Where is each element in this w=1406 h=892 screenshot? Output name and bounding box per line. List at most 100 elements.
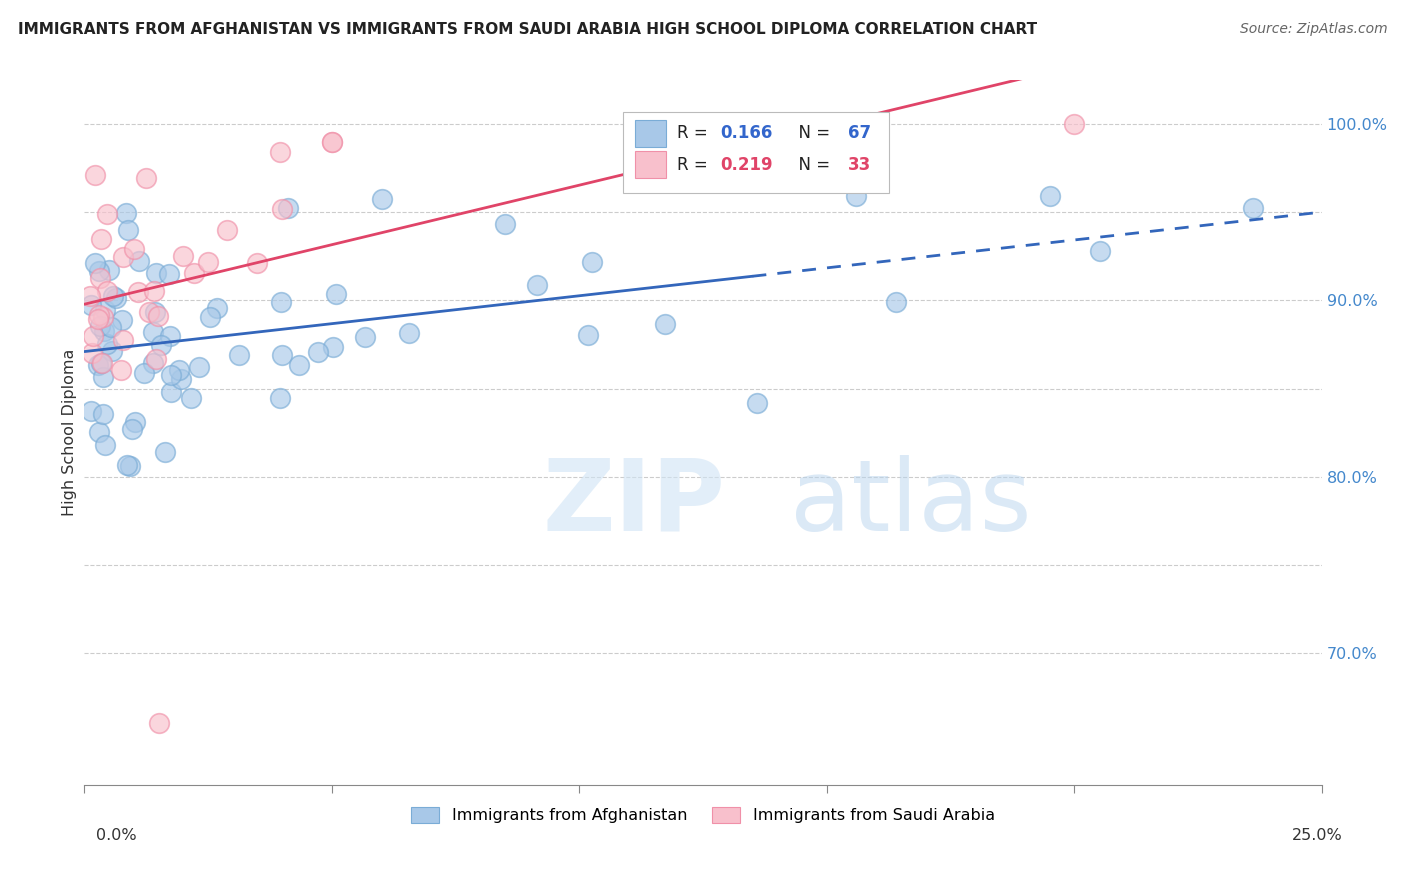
Point	[167, 363, 190, 377]
Point	[215, 223, 238, 237]
Point	[121, 422, 143, 436]
Point	[153, 445, 176, 459]
Point	[271, 347, 294, 361]
Point	[89, 318, 111, 333]
Point	[91, 370, 114, 384]
Point	[97, 263, 120, 277]
Point	[83, 256, 105, 270]
Point	[1039, 189, 1062, 203]
Point	[135, 171, 157, 186]
Point	[322, 340, 344, 354]
Point	[79, 289, 101, 303]
Point	[145, 266, 167, 280]
Point	[91, 310, 114, 324]
Point	[128, 254, 150, 268]
Point	[111, 313, 134, 327]
Point	[172, 249, 194, 263]
Point	[101, 288, 124, 302]
Point	[494, 217, 516, 231]
Point	[96, 206, 118, 220]
Point	[183, 266, 205, 280]
Point	[321, 135, 343, 149]
Text: 0.0%: 0.0%	[96, 828, 136, 843]
Point	[159, 368, 181, 382]
FancyBboxPatch shape	[636, 152, 666, 178]
Point	[80, 298, 103, 312]
Point	[112, 334, 135, 348]
Point	[307, 345, 329, 359]
Point	[654, 317, 676, 331]
Point	[159, 328, 181, 343]
Point	[745, 395, 768, 409]
Point	[96, 337, 118, 351]
Point	[269, 391, 291, 405]
Point	[115, 458, 138, 473]
Point	[110, 362, 132, 376]
Point	[1088, 244, 1111, 259]
Point	[90, 356, 112, 370]
Text: R =: R =	[678, 156, 713, 174]
Point	[270, 295, 292, 310]
Point	[354, 329, 377, 343]
Legend: Immigrants from Afghanistan, Immigrants from Saudi Arabia: Immigrants from Afghanistan, Immigrants …	[405, 801, 1001, 830]
Point	[132, 366, 155, 380]
Point	[228, 348, 250, 362]
FancyBboxPatch shape	[636, 120, 666, 146]
Point	[146, 309, 169, 323]
Point	[80, 346, 103, 360]
Point	[96, 285, 118, 299]
Text: 67: 67	[848, 124, 870, 142]
Point	[271, 202, 294, 217]
Text: atlas: atlas	[790, 455, 1031, 551]
Y-axis label: High School Diploma: High School Diploma	[62, 349, 77, 516]
Point	[150, 338, 173, 352]
Point	[1241, 201, 1264, 215]
Point	[142, 325, 165, 339]
Text: 0.219: 0.219	[720, 156, 773, 174]
Point	[89, 270, 111, 285]
Point	[127, 285, 149, 299]
Point	[93, 324, 115, 338]
Point	[269, 145, 291, 160]
Point	[145, 351, 167, 366]
Point	[142, 356, 165, 370]
Point	[122, 242, 145, 256]
Point	[180, 391, 202, 405]
Text: 25.0%: 25.0%	[1292, 828, 1343, 843]
Point	[115, 206, 138, 220]
Point	[1063, 117, 1085, 131]
Point	[526, 277, 548, 292]
Point	[82, 328, 104, 343]
Point	[89, 264, 111, 278]
Text: N =: N =	[789, 156, 835, 174]
Point	[142, 284, 165, 298]
Point	[89, 308, 111, 322]
Point	[138, 305, 160, 319]
Point	[198, 310, 221, 325]
Point	[80, 403, 103, 417]
Point	[94, 438, 117, 452]
Point	[205, 301, 228, 316]
Point	[84, 168, 107, 182]
Point	[89, 425, 111, 439]
Point	[143, 305, 166, 319]
Point	[91, 407, 114, 421]
Point	[90, 232, 112, 246]
Point	[124, 415, 146, 429]
Point	[87, 358, 110, 372]
Text: R =: R =	[678, 124, 713, 142]
Point	[105, 291, 128, 305]
FancyBboxPatch shape	[623, 112, 889, 193]
Point	[148, 716, 170, 731]
Text: 0.166: 0.166	[720, 124, 773, 142]
Text: 33: 33	[848, 156, 870, 174]
Text: IMMIGRANTS FROM AFGHANISTAN VS IMMIGRANTS FROM SAUDI ARABIA HIGH SCHOOL DIPLOMA : IMMIGRANTS FROM AFGHANISTAN VS IMMIGRANT…	[18, 22, 1038, 37]
Point	[170, 372, 193, 386]
Point	[120, 459, 142, 474]
Text: ZIP: ZIP	[543, 455, 725, 551]
Point	[90, 356, 112, 370]
Point	[100, 319, 122, 334]
Point	[101, 343, 124, 358]
Point	[581, 255, 603, 269]
Point	[87, 312, 110, 326]
